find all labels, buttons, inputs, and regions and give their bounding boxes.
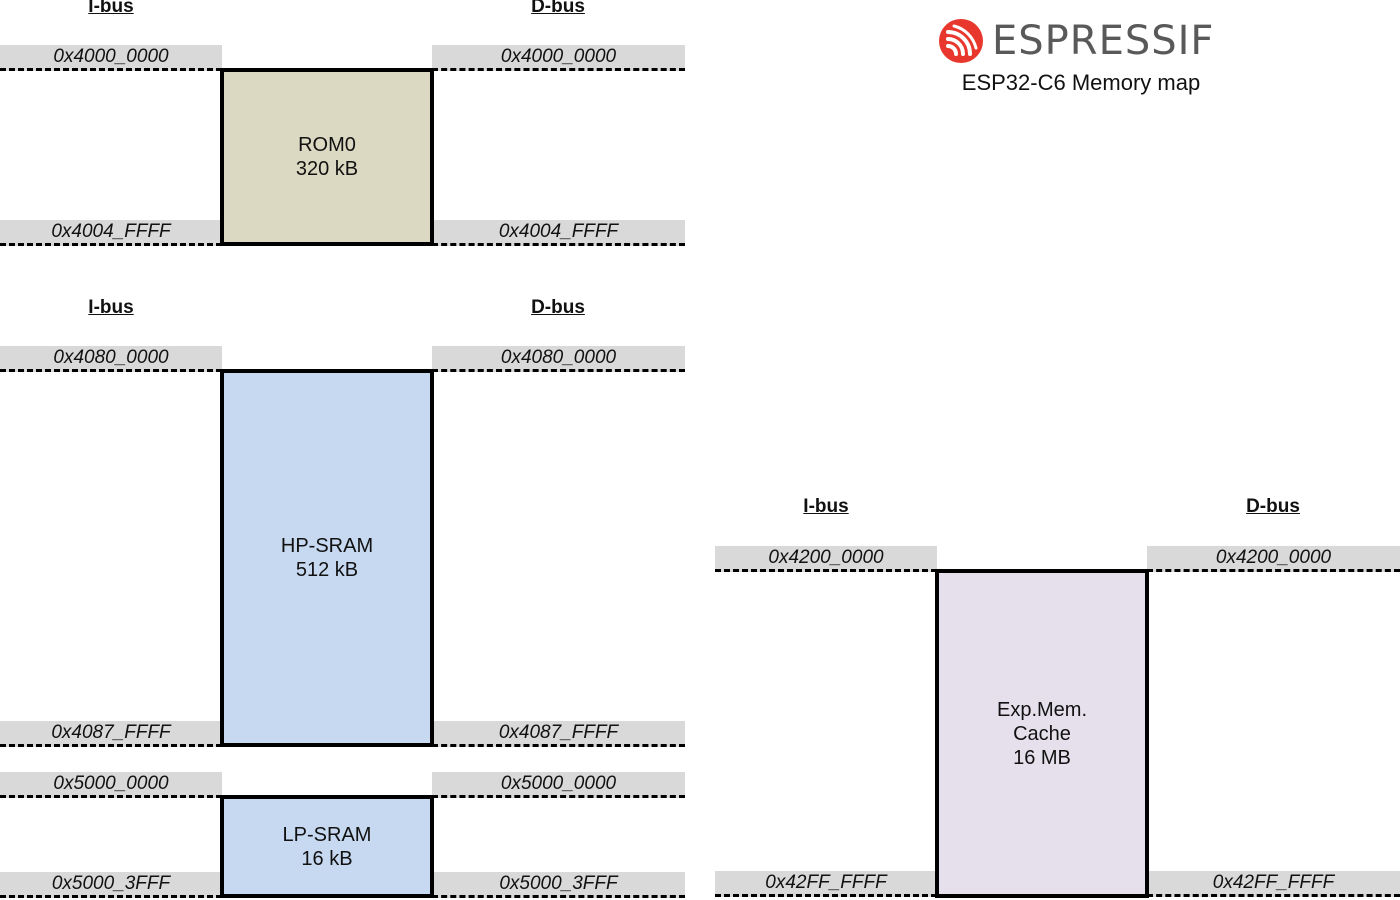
ibus-label-hp-sram: I-bus xyxy=(88,297,134,318)
address-start-ibus: 0x4000_0000 xyxy=(0,45,222,71)
block-name: ROM0 xyxy=(298,134,356,156)
address-start-dbus: 0x4200_0000 xyxy=(1147,546,1400,572)
address-end-ibus: 0x42FF_FFFF xyxy=(715,871,937,897)
address-text: 0x4200_0000 xyxy=(1215,547,1332,568)
block-name: Exp.Mem. xyxy=(996,698,1088,721)
address-end-dbus: 0x42FF_FFFF xyxy=(1147,871,1400,897)
address-text: 0x5000_0000 xyxy=(53,773,169,794)
block-name: LP-SRAM xyxy=(282,823,372,846)
address-end-dbus: 0x4004_FFFF xyxy=(432,220,685,246)
address-text: 0x4200_0000 xyxy=(768,547,884,568)
dbus-label-rom0: D-bus xyxy=(531,0,585,17)
address-end-dbus: 0x5000_3FFF xyxy=(432,872,685,898)
logo-text: ESPRESSIF xyxy=(992,18,1215,64)
address-text: 0x5000_0000 xyxy=(500,773,617,794)
ibus-label-rom0: I-bus xyxy=(88,0,134,17)
memory-block-lp-sram: LP-SRAM 16 kB xyxy=(220,795,434,898)
dbus-label-hp-sram: D-bus xyxy=(531,297,585,318)
address-text: 0x4000_0000 xyxy=(53,46,169,67)
address-text: 0x42FF_FFFF xyxy=(1212,872,1335,893)
address-start-ibus: 0x4200_0000 xyxy=(715,546,937,572)
address-end-ibus: 0x4087_FFFF xyxy=(0,721,222,747)
address-start-dbus: 0x4080_0000 xyxy=(432,346,685,372)
address-end-ibus: 0x5000_3FFF xyxy=(0,872,222,898)
espressif-logo: ESPRESSIF xyxy=(938,18,1214,64)
address-end-dbus: 0x4087_FFFF xyxy=(432,721,685,747)
block-size: 16 MB xyxy=(1013,746,1071,769)
address-text: 0x4000_0000 xyxy=(500,46,617,67)
address-end-ibus: 0x4004_FFFF xyxy=(0,220,222,246)
dbus-label-exp-mem: D-bus xyxy=(1246,496,1300,517)
memory-block-hp-sram: HP-SRAM 512 kB xyxy=(220,369,434,747)
address-text: 0x4087_FFFF xyxy=(498,722,619,743)
block-type: Cache xyxy=(1013,722,1071,745)
block-size: 512 kB xyxy=(295,559,359,581)
diagram-subtitle: ESP32-C6 Memory map xyxy=(961,70,1201,95)
block-size: 16 kB xyxy=(301,847,353,870)
address-text: 0x4004_FFFF xyxy=(51,221,171,242)
block-size: 320 kB xyxy=(295,158,359,180)
ibus-label-exp-mem: I-bus xyxy=(803,496,849,517)
address-start-dbus: 0x5000_0000 xyxy=(432,772,685,798)
address-text: 0x4080_0000 xyxy=(500,347,617,368)
address-text: 0x5000_3FFF xyxy=(51,873,171,894)
memory-block-exp-mem: Exp.Mem. Cache 16 MB xyxy=(935,569,1149,898)
address-text: 0x4080_0000 xyxy=(53,347,169,368)
address-text: 0x4004_FFFF xyxy=(498,221,619,242)
address-start-ibus: 0x5000_0000 xyxy=(0,772,222,798)
espressif-logo-icon xyxy=(939,19,983,63)
address-text: 0x4087_FFFF xyxy=(51,722,171,743)
block-name: HP-SRAM xyxy=(280,535,374,557)
address-start-dbus: 0x4000_0000 xyxy=(432,45,685,71)
address-text: 0x42FF_FFFF xyxy=(765,872,887,893)
address-text: 0x5000_3FFF xyxy=(499,873,618,894)
memory-block-rom0: ROM0 320 kB xyxy=(220,68,434,246)
address-start-ibus: 0x4080_0000 xyxy=(0,346,222,372)
